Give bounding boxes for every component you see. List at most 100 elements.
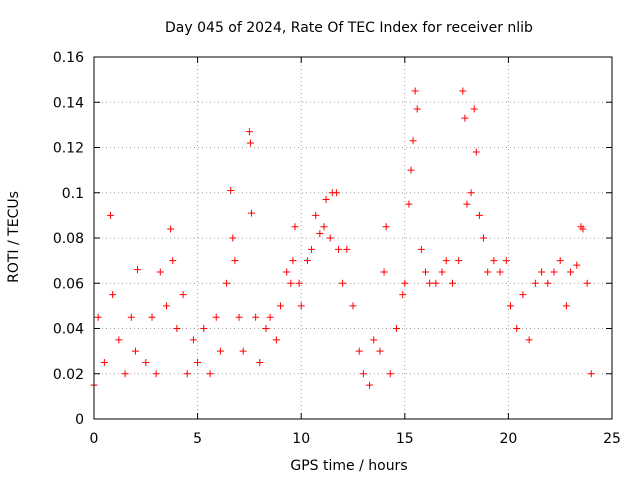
y-axis-label: ROTI / TECUs	[6, 191, 22, 283]
grid-layer	[94, 57, 612, 419]
data-point	[245, 128, 253, 136]
data-point	[247, 209, 255, 217]
data-point	[131, 347, 139, 355]
data-point	[432, 279, 440, 287]
data-point	[538, 268, 546, 276]
data-point	[312, 211, 320, 219]
data-point	[332, 189, 340, 197]
data-point	[223, 279, 231, 287]
data-point	[289, 257, 297, 265]
data-point	[100, 358, 108, 366]
data-point	[142, 358, 150, 366]
data-point	[442, 257, 450, 265]
data-point	[399, 291, 407, 299]
data-point	[544, 279, 552, 287]
data-point	[320, 223, 328, 231]
data-point	[148, 313, 156, 321]
y-tick-label: 0.1	[62, 186, 84, 202]
y-tick-label: 0	[75, 412, 84, 428]
data-point	[109, 291, 117, 299]
data-point	[200, 325, 208, 332]
data-point	[303, 257, 311, 265]
y-tick-label: 0.08	[53, 231, 84, 247]
data-point	[107, 211, 115, 219]
data-point	[405, 200, 413, 208]
data-point	[316, 229, 324, 237]
data-point	[583, 279, 591, 287]
data-point	[262, 325, 270, 332]
data-point	[295, 279, 303, 287]
x-tick-label: 10	[292, 431, 310, 447]
data-point	[121, 370, 129, 378]
data-point	[235, 313, 243, 321]
data-point	[276, 302, 284, 310]
data-point	[246, 139, 254, 147]
data-point	[291, 223, 299, 231]
data-point	[484, 268, 492, 276]
data-point	[461, 114, 469, 122]
data-point	[562, 302, 570, 310]
data-point	[231, 257, 239, 265]
x-tick-label: 25	[603, 431, 621, 447]
data-point	[355, 347, 363, 355]
data-point	[455, 257, 463, 265]
data-point	[531, 279, 539, 287]
y-tick-label: 0.04	[53, 322, 84, 338]
data-point	[183, 370, 191, 378]
data-point	[206, 370, 214, 378]
data-point	[252, 313, 260, 321]
data-point	[380, 268, 388, 276]
data-point	[587, 370, 595, 378]
data-point	[573, 261, 581, 269]
data-point	[229, 234, 237, 242]
x-axis-label: GPS time / hours	[290, 458, 407, 474]
data-point	[382, 223, 390, 231]
data-point	[322, 196, 330, 204]
data-point	[366, 381, 374, 389]
chart-title: Day 045 of 2024, Rate Of TEC Index for r…	[165, 20, 533, 36]
data-point	[334, 245, 342, 253]
data-point	[401, 279, 409, 287]
y-tick-label: 0.12	[53, 141, 84, 157]
data-point	[550, 268, 558, 276]
data-point	[411, 87, 419, 95]
data-point	[266, 313, 274, 321]
data-point	[127, 313, 135, 321]
x-tick-label: 20	[499, 431, 517, 447]
data-point	[579, 225, 587, 233]
data-point	[163, 302, 171, 310]
data-point	[189, 336, 197, 344]
data-point	[502, 257, 510, 265]
data-point	[459, 87, 467, 95]
data-point	[169, 257, 177, 265]
data-point	[239, 347, 247, 355]
data-point	[519, 291, 527, 299]
data-point	[216, 347, 224, 355]
data-point	[227, 186, 235, 194]
data-point	[513, 325, 521, 332]
data-point	[212, 313, 220, 321]
data-point	[475, 211, 483, 219]
data-marks	[90, 87, 595, 389]
data-point	[472, 148, 480, 156]
data-point	[370, 336, 378, 344]
data-point	[134, 266, 142, 274]
x-tick-label: 0	[90, 431, 99, 447]
data-point	[167, 225, 175, 233]
y-tick-label: 0.14	[53, 95, 84, 111]
y-tick-label: 0.02	[53, 367, 84, 383]
data-point	[496, 268, 504, 276]
y-tick-label: 0.16	[53, 50, 84, 66]
data-point	[349, 302, 357, 310]
data-point	[339, 279, 347, 287]
data-point	[448, 279, 456, 287]
data-point	[386, 370, 394, 378]
data-point	[470, 105, 478, 113]
data-point	[467, 189, 475, 197]
data-point	[407, 166, 415, 174]
data-point	[194, 358, 202, 366]
data-point	[343, 245, 351, 253]
data-point	[463, 200, 471, 208]
